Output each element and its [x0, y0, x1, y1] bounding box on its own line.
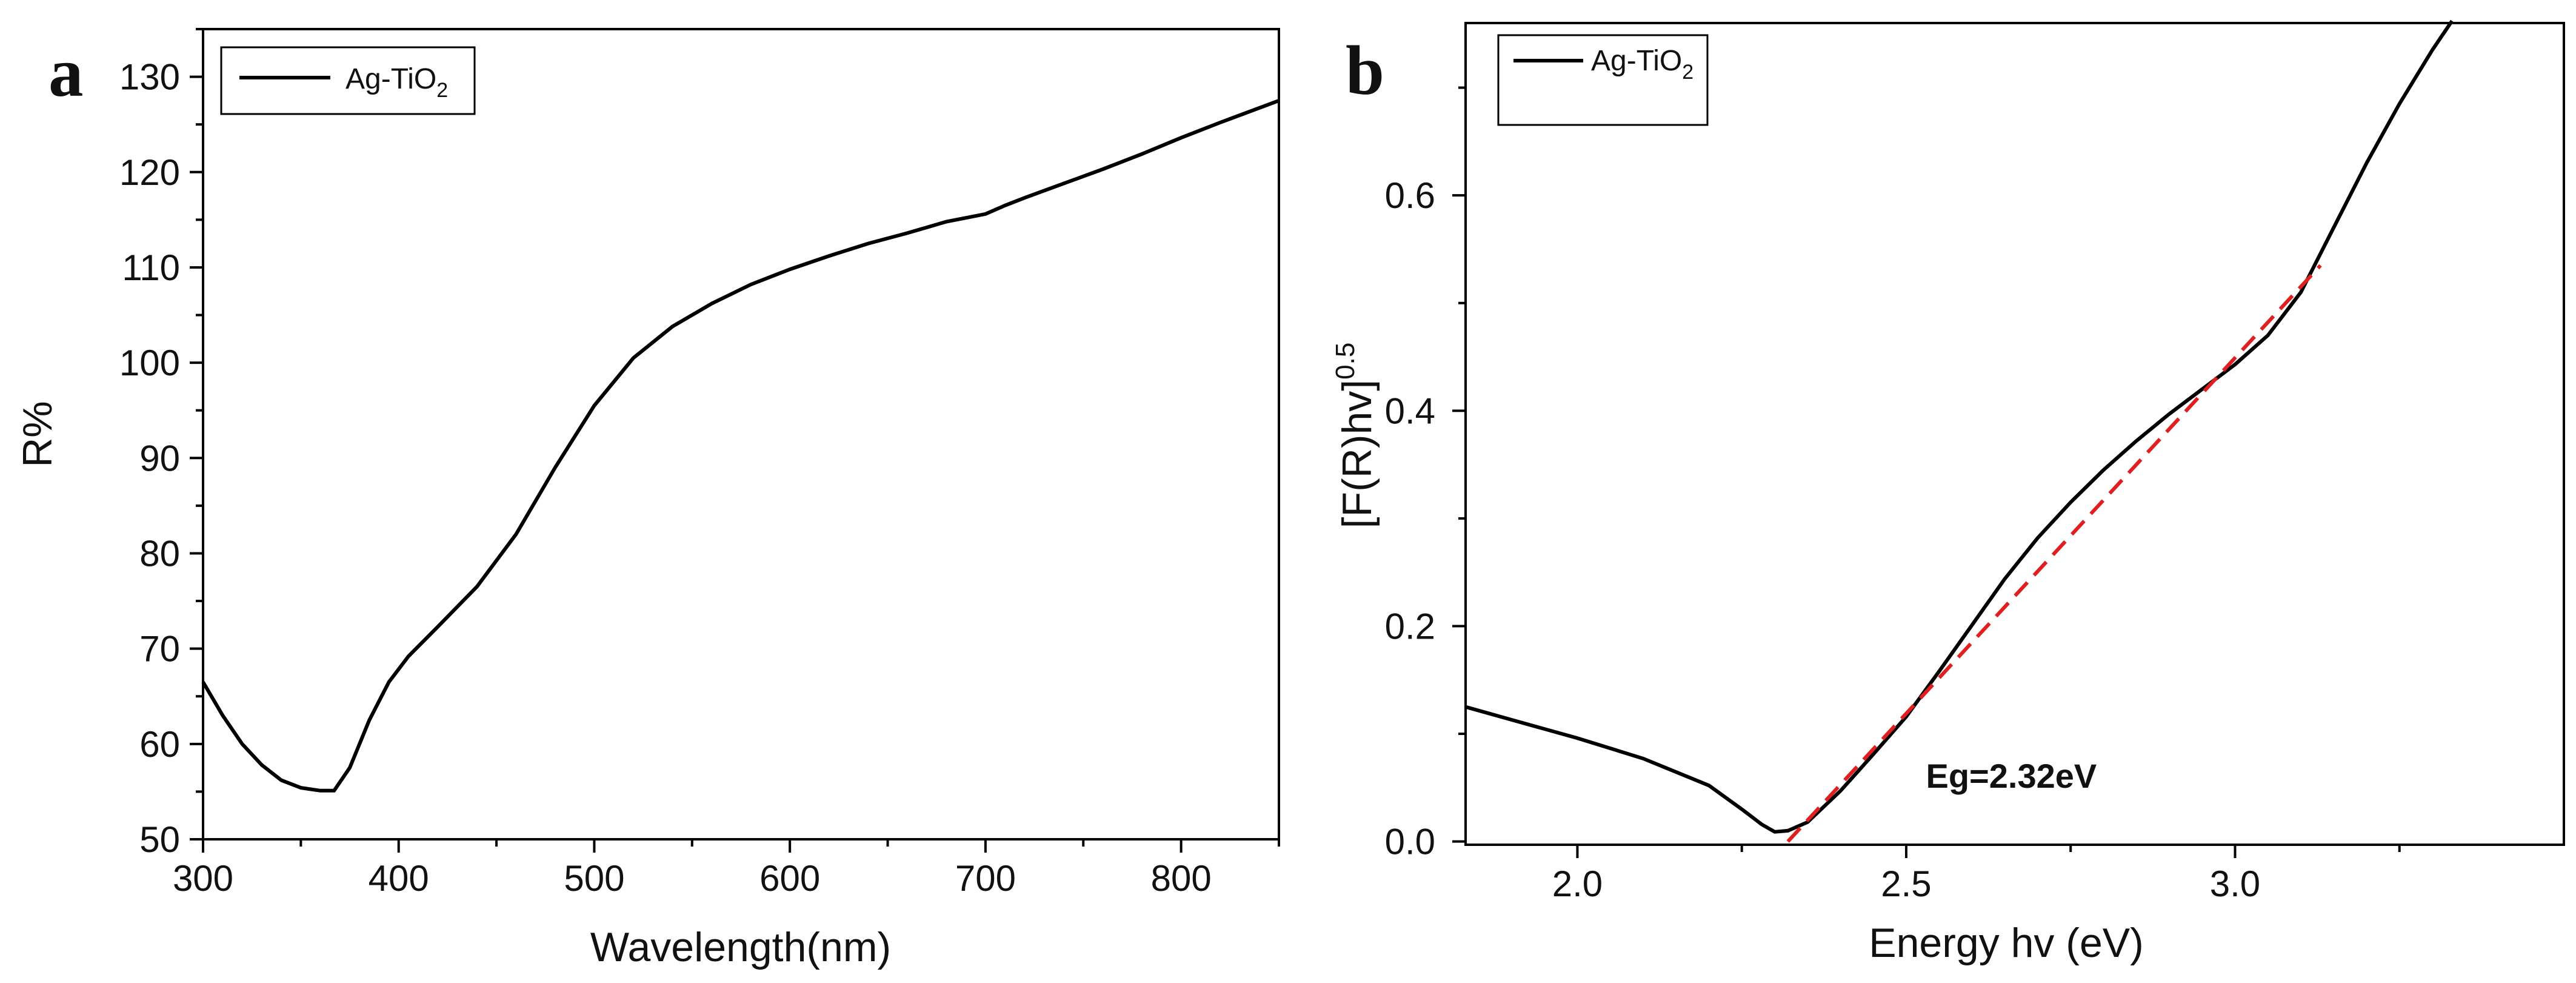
panel-b-ticks: 0.0 0.2 0.4 0.6 2.0 2.5 3.0	[1385, 86, 2401, 904]
panel-b-legend-label: Ag-TiO2	[1591, 45, 1693, 84]
panel-a-y-tick-label: 110	[122, 247, 180, 288]
panel-b-x-tick-label: 2.0	[1552, 864, 1603, 904]
panel-b-legend-sub: 2	[1682, 61, 1693, 84]
panel-a-y-tick-label: 100	[119, 343, 180, 383]
panel-b-x-tick-label: 3.0	[2210, 864, 2260, 904]
panel-a-x-tick-label: 400	[369, 858, 429, 899]
panel-a-y-tick-label: 50	[139, 819, 180, 860]
panel-b-x-axis-title: Energy hv (eV)	[1869, 920, 2144, 966]
panel-b-letter: b	[1346, 32, 1384, 109]
panel-a-y-axis-title: R%	[15, 401, 61, 468]
panel-a-y-tick-label: 60	[139, 724, 180, 765]
panel-a-series-ag-tio2	[201, 99, 1280, 793]
panel-b-y-tick-label: 0.2	[1385, 606, 1435, 646]
panel-a-ticks: 50 60 70 80 90 100 110 120 130 300 400 500 600 700 800	[119, 28, 1280, 899]
panel-a-y-tick-label: 70	[139, 629, 180, 669]
panel-a-y-tick-label: 80	[139, 533, 180, 574]
panel-b-chart: 0.00.20.40.62.0 2.5 3.0 Ag-TiO2 Eg=2.32eV …	[1330, 19, 2565, 966]
panel-a-y-tick-label: 130	[119, 57, 180, 98]
panel-b-legend-box	[1497, 34, 1709, 126]
panel-b-y-axis-title-main: [F(R)hv]	[1334, 380, 1380, 529]
panel-a-legend-main: Ag-TiO	[345, 63, 436, 95]
panel-b-plot-frame	[1464, 22, 2565, 846]
panel-a-x-tick-label: 300	[173, 858, 233, 899]
panel-a-x-tick-label: 800	[1151, 858, 1212, 899]
panel-a-x-tick-label: 600	[759, 858, 820, 899]
panel-a-plot-frame	[202, 28, 1280, 840]
panel-a-legend-label: Ag-TiO2	[345, 63, 448, 102]
panel-b-y-tick-label: 0.4	[1385, 391, 1435, 431]
panel-b-y-axis-title-sup: 0.5	[1330, 343, 1360, 380]
panel-a-legend-sub: 2	[436, 79, 448, 102]
panel-b-series-ag-tio2	[1465, 19, 2454, 834]
panel-a-legend-box	[220, 46, 476, 115]
panel-a-chart: 50 60 70 80 90 100 110 120 130 300 400 500 600 700 800…	[15, 28, 1280, 970]
panel-a-y-tick-label: 90	[139, 438, 180, 478]
panel-a-x-axis-title: Wavelength(nm)	[590, 924, 891, 970]
panel-b-y-axis-title: [F(R)hv]0.5	[1330, 343, 1380, 529]
panel-b-x-tick-label: 2.5	[1881, 864, 1931, 904]
panel-b-tangent-fit-line	[1786, 264, 2322, 843]
panel-b-y-tick-label: 0.6	[1385, 175, 1435, 216]
panel-a-x-tick-label: 700	[955, 858, 1016, 899]
panel-b-band-gap-annotation: Eg=2.32eV	[1926, 757, 2097, 795]
panel-a-x-tick-label: 500	[564, 858, 624, 899]
panel-a-letter: a	[48, 34, 84, 111]
panel-a-y-tick-label: 120	[119, 152, 180, 193]
panel-b-legend-main: Ag-TiO	[1591, 45, 1682, 77]
panel-b-y-tick-label: 0.0	[1385, 822, 1435, 862]
